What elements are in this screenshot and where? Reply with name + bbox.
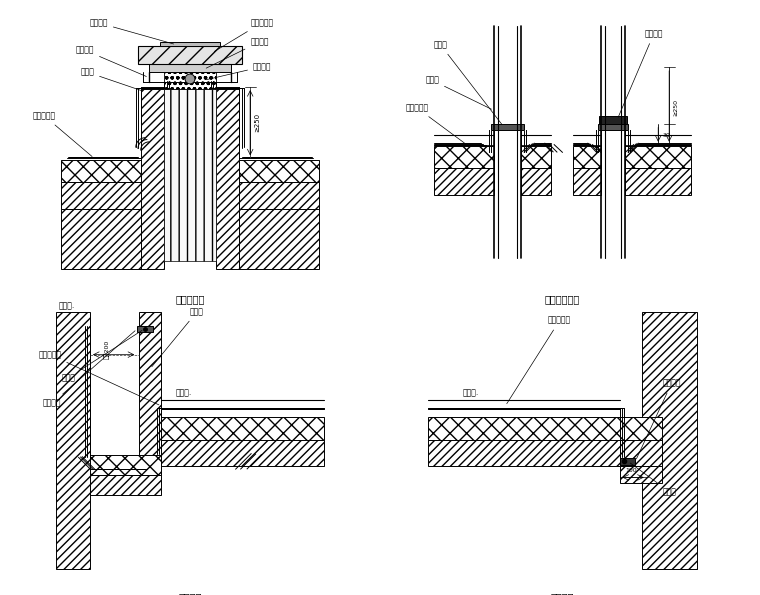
Text: 30: 30 [662, 133, 670, 137]
Bar [137, 326, 153, 332]
Polygon shape [62, 159, 164, 181]
Text: 保护层.: 保护层. [176, 389, 192, 397]
Polygon shape [573, 146, 600, 168]
Polygon shape [164, 89, 216, 261]
Polygon shape [62, 181, 164, 209]
Text: 密封材料: 密封材料 [618, 29, 663, 117]
Text: 水泥钉: 水泥钉 [630, 463, 676, 496]
Text: 泡沫塑料: 泡沫塑料 [207, 62, 271, 80]
Text: 附加层: 附加层 [81, 68, 141, 90]
Polygon shape [62, 209, 141, 269]
Polygon shape [619, 466, 663, 483]
Polygon shape [160, 42, 220, 46]
Polygon shape [573, 168, 600, 195]
Polygon shape [216, 159, 318, 181]
Polygon shape [141, 89, 164, 269]
Polygon shape [625, 168, 691, 195]
Polygon shape [619, 440, 663, 466]
Text: 附加层: 附加层 [152, 307, 204, 367]
Text: 卷材防水层: 卷材防水层 [507, 316, 572, 403]
Polygon shape [164, 72, 216, 89]
Polygon shape [138, 46, 242, 64]
Polygon shape [642, 312, 697, 569]
Polygon shape [138, 312, 161, 475]
Polygon shape [216, 181, 318, 209]
Text: 衬垫材料: 衬垫材料 [90, 18, 173, 44]
Bar [598, 124, 628, 130]
Polygon shape [161, 440, 325, 466]
Polygon shape [521, 168, 552, 195]
Text: 屋面檐沟: 屋面檐沟 [179, 593, 201, 595]
Text: 水泥钉: 水泥钉 [62, 330, 142, 382]
Text: 屋面变形缝: 屋面变形缝 [176, 295, 204, 304]
Text: 卷材封盖: 卷材封盖 [76, 46, 147, 77]
Text: 混凝土盖板: 混凝土盖板 [214, 18, 274, 52]
Polygon shape [90, 455, 161, 475]
Polygon shape [434, 146, 494, 168]
Polygon shape [239, 209, 318, 269]
Polygon shape [90, 475, 161, 494]
Text: 附加层: 附加层 [426, 76, 492, 109]
Text: 屋面槽口: 屋面槽口 [551, 593, 574, 595]
Text: 卷材防水层: 卷材防水层 [33, 111, 92, 156]
Text: ≥250: ≥250 [673, 99, 678, 116]
Polygon shape [428, 440, 619, 466]
Text: 空铺200: 空铺200 [104, 339, 110, 359]
Bar [491, 124, 524, 130]
Text: 金属箍: 金属箍 [433, 40, 502, 124]
Text: 100: 100 [625, 468, 637, 473]
Text: ≥250: ≥250 [255, 113, 261, 132]
Polygon shape [161, 418, 325, 440]
Text: 保护层.: 保护层. [462, 389, 479, 397]
Polygon shape [428, 418, 619, 440]
Bar [619, 458, 635, 465]
Text: 水泥砂浆: 水泥砂浆 [206, 37, 269, 68]
Text: 保护层.: 保护层. [59, 302, 75, 311]
Text: 卷材防水层: 卷材防水层 [405, 103, 464, 143]
Polygon shape [625, 146, 691, 168]
Polygon shape [434, 168, 494, 195]
Polygon shape [619, 418, 663, 440]
Polygon shape [521, 146, 552, 168]
Polygon shape [216, 89, 239, 269]
Circle shape [185, 74, 195, 84]
Text: 密封材料: 密封材料 [43, 331, 135, 408]
Text: 卷材防水层: 卷材防水层 [38, 350, 159, 405]
Polygon shape [149, 64, 231, 72]
Text: 密封材料: 密封材料 [636, 378, 681, 459]
Polygon shape [55, 312, 90, 569]
Bar [600, 116, 627, 124]
Text: 伸出屋面管道: 伸出屋面管道 [545, 295, 580, 304]
